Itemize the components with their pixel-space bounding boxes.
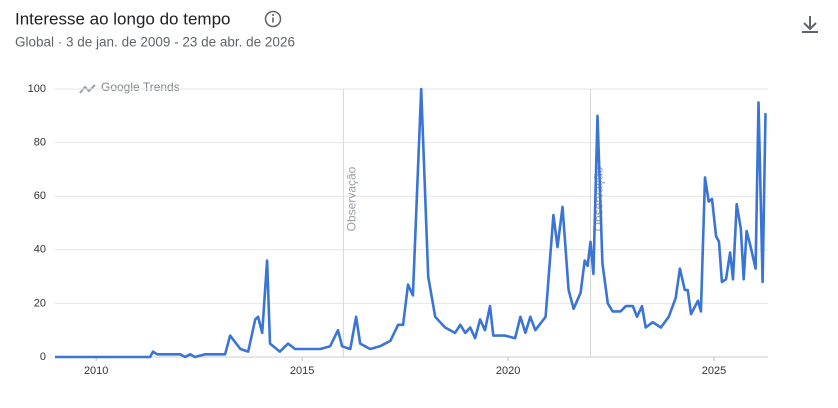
x-tick-label: 2010 <box>84 365 108 377</box>
y-tick-label: 80 <box>34 137 46 149</box>
chart-subtitle: Global · 3 de jan. de 2009 - 23 de abr. … <box>15 35 295 50</box>
y-tick-label: 40 <box>34 244 46 256</box>
download-icon[interactable] <box>802 16 818 33</box>
x-tick-label: 2015 <box>290 365 314 377</box>
chart-title: Interesse ao longo do tempo <box>15 9 230 28</box>
annotation-label: Observação <box>345 166 359 231</box>
series-line <box>55 87 767 359</box>
y-tick-label: 0 <box>40 351 46 363</box>
watermark: Google Trends <box>101 80 180 94</box>
x-tick-label: 2020 <box>496 365 520 377</box>
y-tick-label: 100 <box>28 83 46 95</box>
y-tick-label: 20 <box>34 297 46 309</box>
x-tick-label: 2025 <box>702 365 726 377</box>
y-tick-label: 60 <box>34 190 46 202</box>
info-icon[interactable] <box>264 10 282 28</box>
